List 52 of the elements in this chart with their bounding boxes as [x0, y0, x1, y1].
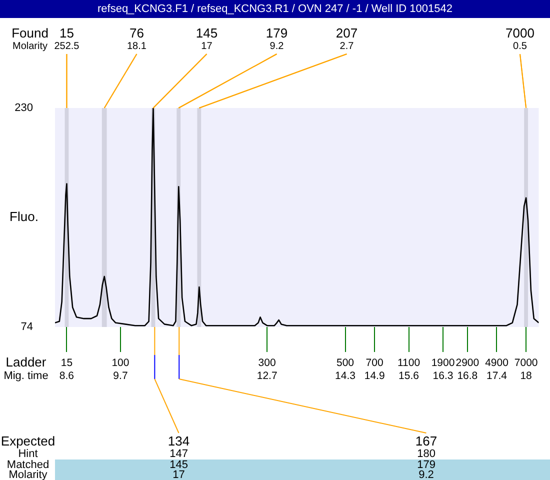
- text: 9.2: [418, 469, 434, 480]
- text: Ladder: [6, 354, 47, 370]
- text: 1100: [397, 356, 420, 369]
- text: 1900: [431, 356, 455, 369]
- text: 500: [336, 356, 354, 369]
- annotation: 145: [196, 26, 218, 41]
- text: 700: [366, 356, 384, 369]
- text: Found: [12, 26, 48, 41]
- y-tick-label: 230: [14, 102, 33, 114]
- annotation: 7000: [506, 26, 534, 41]
- x-tick-label: 14.3: [335, 370, 356, 382]
- text: Molarity: [8, 469, 48, 480]
- annotation: 2.7: [340, 40, 354, 52]
- y-axis-title: Fluo.: [10, 209, 38, 224]
- x-tick-label: 14.9: [364, 370, 385, 382]
- x-axis-title: Mig. time: [4, 370, 48, 382]
- annotation: 252.5: [54, 40, 80, 52]
- x-tick-label: 9.7: [113, 370, 128, 382]
- text: 147: [170, 448, 188, 460]
- annotation: 207: [336, 26, 358, 41]
- annotation: 134: [168, 434, 190, 449]
- annotation: 167: [415, 434, 438, 449]
- text: Expected: [0, 434, 56, 449]
- annotation: 76: [129, 26, 144, 41]
- text: 145: [170, 459, 188, 472]
- text: Molarity: [12, 40, 48, 52]
- text: 300: [258, 356, 276, 369]
- text: Matched: [6, 459, 50, 472]
- annotation: 0.5: [513, 40, 528, 52]
- text: 100: [112, 356, 130, 369]
- x-tick-label: 15.6: [398, 370, 420, 382]
- x-tick-label: 18: [520, 370, 532, 382]
- x-tick-label: 16.3: [432, 370, 454, 382]
- y-tick-label: 74: [20, 321, 33, 334]
- annotation: 9.2: [270, 40, 284, 52]
- x-tick-label: 12.7: [256, 370, 278, 382]
- text: 4900: [485, 356, 509, 369]
- text: 180: [417, 448, 436, 460]
- x-tick-label: 8.6: [59, 370, 74, 382]
- annotation: 15: [59, 26, 74, 41]
- annotation: 17: [201, 40, 213, 52]
- annotation: 179: [266, 26, 288, 41]
- x-tick-label: 16.8: [457, 370, 478, 382]
- annotation: 18.1: [126, 40, 147, 52]
- text: Hint: [18, 448, 38, 460]
- text: 17: [172, 469, 185, 480]
- text: 2900: [456, 356, 480, 369]
- chart-title: refseq_KCNG3.F1 / refseq_KCNG3.R1 / OVN 247 / -1 / Well ID 1001542: [0, 0, 550, 18]
- x-tick-label: 17.4: [486, 370, 508, 382]
- text: 179: [417, 459, 436, 472]
- text: 7000: [514, 356, 538, 369]
- text: 15: [60, 356, 73, 369]
